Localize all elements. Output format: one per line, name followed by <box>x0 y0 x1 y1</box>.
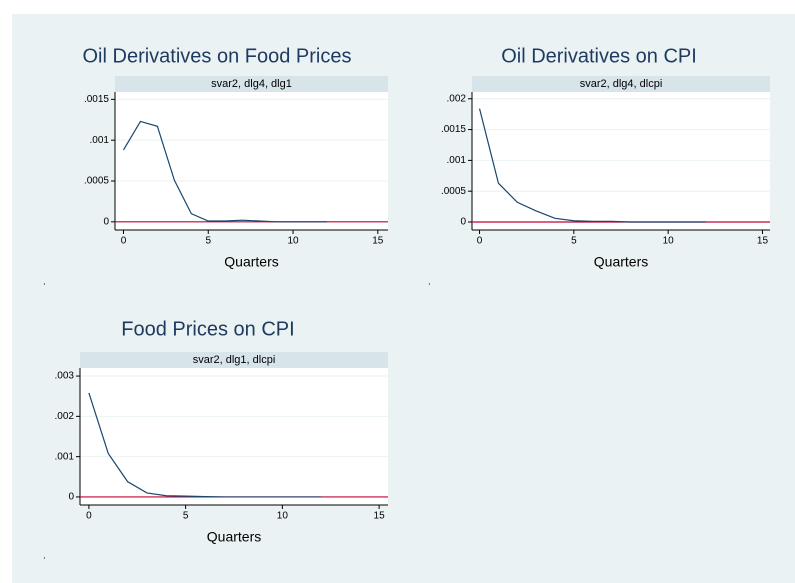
note: . <box>428 277 431 288</box>
note: . <box>43 551 46 562</box>
x-tick-label: 5 <box>183 511 189 522</box>
series-line <box>88 392 322 498</box>
y-tick-label: .0015 <box>441 124 466 135</box>
x-tick-label: 10 <box>663 236 675 247</box>
y-tick-label: .0005 <box>84 176 109 187</box>
series-line <box>478 108 706 223</box>
y-tick-label: 0 <box>103 216 109 227</box>
x-axis-label: Quarters <box>594 254 648 270</box>
y-tick-label: .003 <box>55 371 75 382</box>
x-tick-label: 15 <box>374 511 386 522</box>
series-line <box>122 120 327 223</box>
y-tick-label: .002 <box>55 411 75 422</box>
y-tick-label: .0005 <box>441 186 466 197</box>
y-tick-label: 0 <box>68 492 74 503</box>
x-tick-label: 10 <box>287 236 299 247</box>
x-tick-label: 10 <box>277 511 289 522</box>
subtitle-strip <box>80 352 388 368</box>
panel-subtitle: svar2, dlg4, dlcpi <box>580 78 663 90</box>
x-tick-label: 5 <box>571 236 577 247</box>
x-tick-label: 5 <box>205 236 211 247</box>
note: . <box>43 277 46 288</box>
panel-title: Oil Derivatives on CPI <box>501 45 697 67</box>
panel-title: Oil Derivatives on Food Prices <box>83 45 352 67</box>
y-tick-label: .001 <box>55 451 75 462</box>
y-tick-label: .0015 <box>84 94 109 105</box>
x-tick-label: 0 <box>86 511 92 522</box>
x-axis-label: Quarters <box>207 529 261 545</box>
plot-area <box>115 92 388 230</box>
panel-subtitle: svar2, dlg4, dlg1 <box>211 78 292 90</box>
y-tick-label: .002 <box>447 93 467 104</box>
x-tick-label: 15 <box>372 236 384 247</box>
plot-area <box>80 368 388 505</box>
panel-subtitle: svar2, dlg1, dlcpi <box>193 354 276 366</box>
y-tick-label: .001 <box>90 135 110 146</box>
subtitle-strip <box>472 76 770 92</box>
panel-title: Food Prices on CPI <box>121 318 294 340</box>
x-tick-label: 0 <box>121 236 127 247</box>
x-axis-label: Quarters <box>224 254 278 270</box>
plot-area <box>472 92 770 230</box>
subtitle-strip <box>115 76 388 92</box>
y-tick-label: 0 <box>460 217 466 228</box>
x-tick-label: 0 <box>477 236 483 247</box>
x-tick-label: 15 <box>757 236 769 247</box>
y-tick-label: .001 <box>447 155 467 166</box>
